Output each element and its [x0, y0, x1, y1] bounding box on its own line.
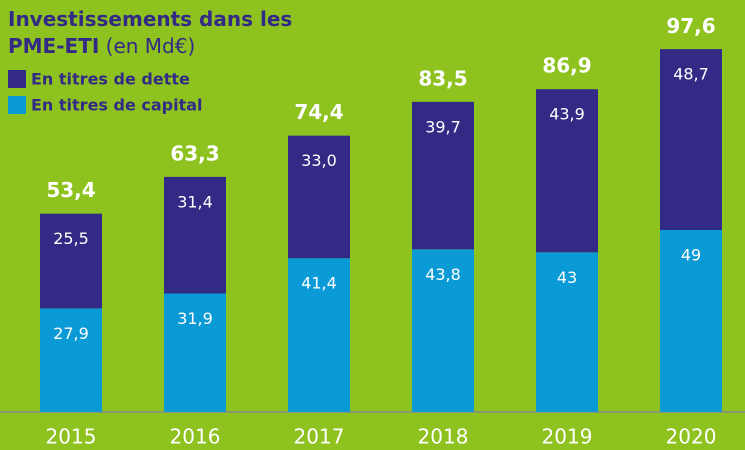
value-label: 43,8	[425, 265, 461, 284]
value-label: 31,4	[177, 192, 213, 211]
bar-segment	[412, 101, 474, 250]
x-tick-label: 2018	[418, 425, 469, 449]
bar-segment	[536, 252, 598, 412]
value-label: 48,7	[673, 65, 709, 84]
chart-title: Investissements dans les PME-ETI	[8, 7, 293, 58]
bar-segment	[164, 176, 226, 294]
bar-segment	[40, 308, 102, 412]
total-label: 53,4	[46, 178, 95, 202]
chart-subtitle: (en Md€)	[105, 34, 196, 58]
total-label: 86,9	[542, 54, 591, 78]
bar-segment	[164, 293, 226, 412]
value-label: 39,7	[425, 117, 461, 136]
total-label: 83,5	[418, 66, 467, 90]
bar-segment	[288, 135, 350, 259]
x-tick-label: 2019	[542, 425, 593, 449]
x-tick-label: 2015	[46, 425, 97, 449]
value-label: 43	[557, 268, 577, 287]
legend-label: En titres de dette	[31, 70, 190, 89]
x-tick-label: 2016	[170, 425, 221, 449]
bar-segment	[288, 258, 350, 412]
total-label: 97,6	[666, 14, 715, 38]
bar-segment	[660, 49, 722, 230]
bar-segment	[660, 230, 722, 412]
bar-segment	[536, 89, 598, 253]
chart-title-block: Investissements dans les PME-ETI (en Md€…	[8, 6, 308, 60]
x-tick-label: 2017	[294, 425, 345, 449]
legend-label: En titres de capital	[31, 96, 203, 115]
x-tick-label: 2020	[666, 425, 717, 449]
total-label: 63,3	[170, 141, 219, 165]
value-label: 27,9	[53, 324, 89, 343]
value-label: 49	[681, 246, 701, 265]
legend-swatch	[8, 70, 26, 88]
value-label: 43,9	[549, 105, 585, 124]
value-label: 25,5	[53, 229, 89, 248]
bar-segment	[40, 213, 102, 309]
total-label: 74,4	[294, 100, 343, 124]
value-label: 31,9	[177, 309, 213, 328]
value-label: 41,4	[301, 274, 337, 293]
bar-segment	[412, 249, 474, 412]
legend-swatch	[8, 96, 26, 114]
value-label: 33,0	[301, 151, 337, 170]
